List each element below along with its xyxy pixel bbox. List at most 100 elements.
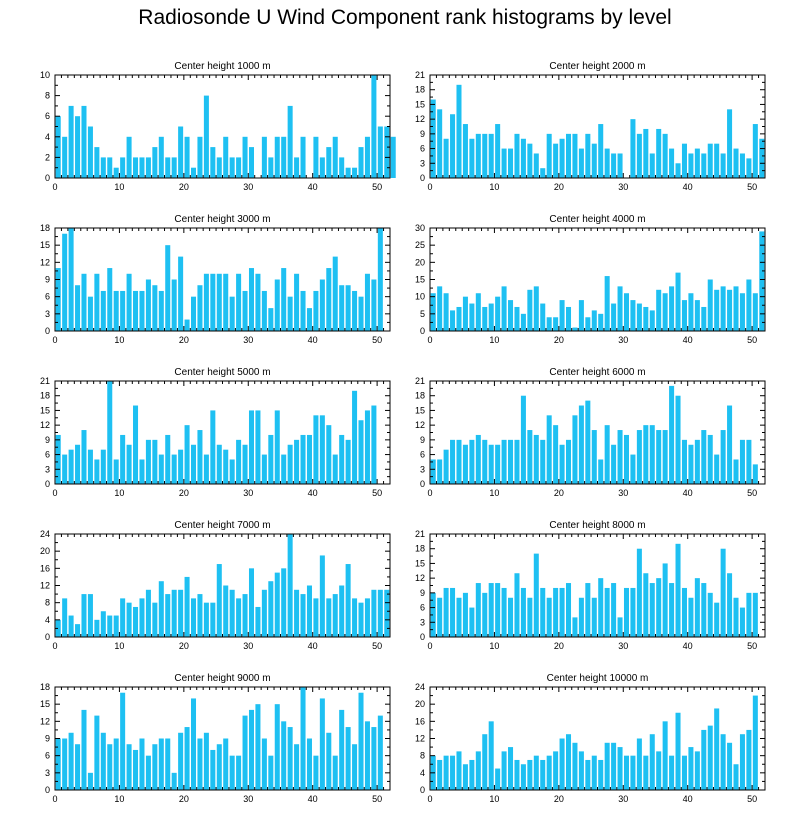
histogram-bar [572,133,578,178]
y-tick-label: 12 [40,581,50,591]
histogram-bar [456,306,462,331]
histogram-bar [623,293,630,331]
histogram-bar [113,167,119,178]
histogram-bar [739,439,745,484]
y-tick-label: 0 [420,785,425,795]
histogram-bar [565,583,572,637]
y-tick-label: 0 [45,632,50,642]
histogram-bar [371,405,377,484]
y-tick-label: 6 [45,292,50,302]
histogram-bar [694,439,700,484]
histogram-bar [268,308,274,331]
histogram-bar [565,439,572,484]
histogram-bar [165,594,171,637]
histogram-bar [133,157,139,178]
histogram-bar [656,289,662,331]
x-tick-label: 10 [489,488,499,498]
histogram-bar [268,755,274,790]
histogram-bar [533,434,539,484]
histogram-bar [617,617,623,637]
histogram-bar [236,439,242,484]
histogram-bar [546,133,552,178]
histogram-bar [681,300,687,331]
histogram-bar [345,439,351,484]
histogram-bar [688,747,694,790]
histogram-bar [553,751,559,790]
histogram-bar [733,459,739,484]
histogram-bar [469,303,475,331]
histogram-bar [190,698,197,790]
histogram-bar [171,589,177,637]
histogram-bar [450,439,456,484]
histogram-bar [540,303,546,331]
histogram-bar [636,548,642,637]
histogram-bar [694,148,700,178]
histogram-bar [578,300,584,331]
histogram-bar [701,583,707,637]
histogram-bar [120,290,126,331]
histogram-bar [139,157,145,178]
histogram-bar [377,715,383,790]
histogram-bar [158,454,164,484]
histogram-bar [345,564,351,637]
x-tick-label: 0 [52,794,57,804]
histogram-bar [598,124,604,178]
histogram-bar [171,157,177,178]
histogram-bar [527,597,533,637]
histogram-bar [462,124,468,178]
x-tick-label: 20 [179,335,189,345]
histogram-bar [242,715,248,790]
histogram-bar [306,434,312,484]
histogram-bar [210,147,216,178]
histogram-bar [546,415,552,484]
panel-title: Center height 3000 m [174,214,270,225]
panel-title: Center height 4000 m [549,214,645,225]
histogram-bar [656,751,662,790]
y-tick-label: 12 [415,420,425,430]
histogram-bar [339,585,345,637]
y-tick-label: 4 [45,132,50,142]
histogram-bar [178,256,184,331]
histogram-bar [223,738,229,790]
histogram-bar [514,306,520,331]
histogram-bar [216,564,222,637]
histogram-bar [630,119,636,178]
y-tick-label: 18 [40,391,50,401]
histogram-bar [611,742,617,790]
y-tick-label: 9 [420,435,425,445]
x-tick-label: 20 [554,182,564,192]
histogram-bar [126,136,132,178]
histogram-bar [675,272,681,331]
histogram-bar [55,738,61,790]
x-tick-label: 0 [52,641,57,651]
histogram-bar [649,310,655,331]
histogram-bar [752,592,758,637]
y-tick-label: 4 [420,768,425,778]
histogram-bar [559,738,565,790]
y-tick-label: 3 [45,464,50,474]
histogram-bar [120,157,126,178]
y-tick-label: 0 [420,173,425,183]
histogram-bar [752,293,758,331]
histogram-bar [319,698,325,790]
histogram-bar [681,439,687,484]
histogram-bar [611,303,617,331]
histogram-bar [643,128,649,178]
histogram-bar [287,105,293,178]
y-tick-label: 3 [420,464,425,474]
histogram-bar [107,157,113,178]
histogram-bar [281,721,287,790]
y-tick-label: 21 [40,376,50,386]
histogram-bar [236,755,242,790]
y-tick-label: 0 [45,479,50,489]
y-tick-label: 12 [415,573,425,583]
y-tick-label: 9 [420,588,425,598]
histogram-bar [701,153,707,178]
histogram-bar [527,143,533,178]
y-tick-label: 3 [45,309,50,319]
histogram-bar [443,293,449,331]
x-tick-label: 40 [683,182,693,192]
y-tick-label: 12 [415,734,425,744]
histogram-bar [656,578,662,637]
histogram-bar [662,721,668,790]
